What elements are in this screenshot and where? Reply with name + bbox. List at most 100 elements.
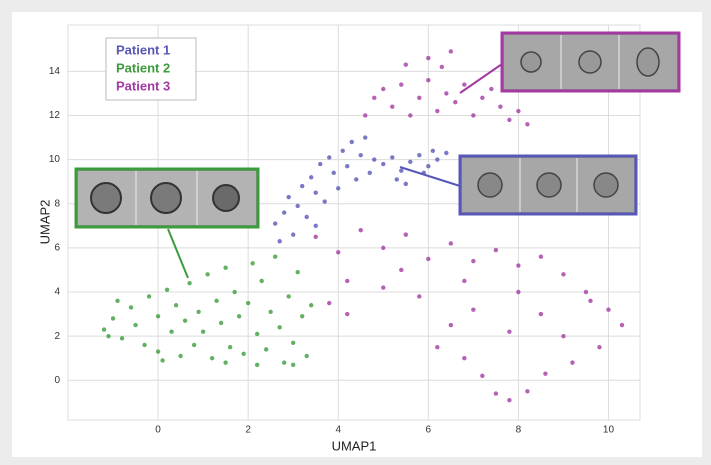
point: [332, 171, 336, 175]
cell: [579, 51, 601, 73]
point: [426, 257, 430, 261]
point: [453, 100, 457, 104]
point: [480, 374, 484, 378]
y-tick-label: 8: [54, 198, 60, 209]
point: [286, 294, 290, 298]
y-tick-label: 6: [54, 243, 60, 254]
point: [318, 162, 322, 166]
cell: [521, 52, 541, 72]
point: [435, 157, 439, 161]
point: [264, 347, 268, 351]
point: [426, 164, 430, 168]
point: [160, 358, 164, 362]
point: [327, 301, 331, 305]
point: [399, 168, 403, 172]
legend-entry: Patient 1: [116, 42, 170, 57]
point: [296, 270, 300, 274]
point: [390, 104, 394, 108]
point: [165, 288, 169, 292]
point: [345, 164, 349, 168]
x-tick-label: 8: [516, 425, 522, 436]
point: [133, 323, 137, 327]
point: [305, 215, 309, 219]
point: [219, 321, 223, 325]
legend: Patient 1 Patient 2 Patient 3: [106, 38, 196, 100]
point: [354, 177, 358, 181]
point: [228, 345, 232, 349]
point: [241, 352, 245, 356]
point: [507, 330, 511, 334]
point: [250, 261, 254, 265]
point: [341, 149, 345, 153]
point: [106, 334, 110, 338]
point: [381, 162, 385, 166]
point: [498, 104, 502, 108]
point: [237, 314, 241, 318]
point: [395, 177, 399, 181]
point: [507, 118, 511, 122]
point: [129, 305, 133, 309]
point: [381, 285, 385, 289]
point: [584, 290, 588, 294]
point: [539, 312, 543, 316]
point: [111, 316, 115, 320]
point: [435, 109, 439, 113]
x-tick-label: 6: [426, 425, 432, 436]
y-tick-label: 4: [54, 287, 60, 298]
point: [480, 96, 484, 100]
point: [471, 113, 475, 117]
point: [570, 360, 574, 364]
point: [516, 263, 520, 267]
point: [620, 323, 624, 327]
point: [368, 171, 372, 175]
cell: [537, 173, 561, 197]
point: [277, 239, 281, 243]
point: [192, 343, 196, 347]
point: [404, 232, 408, 236]
point: [494, 391, 498, 395]
point: [314, 235, 318, 239]
point: [309, 303, 313, 307]
point: [345, 312, 349, 316]
point: [606, 307, 610, 311]
cell: [594, 173, 618, 197]
point: [525, 122, 529, 126]
point: [205, 272, 209, 276]
point: [142, 343, 146, 347]
point: [471, 259, 475, 263]
point: [404, 63, 408, 67]
point: [390, 155, 394, 159]
point: [259, 279, 263, 283]
point: [431, 149, 435, 153]
point: [210, 356, 214, 360]
point: [494, 248, 498, 252]
point: [282, 210, 286, 214]
point: [350, 140, 354, 144]
point: [120, 336, 124, 340]
point: [462, 279, 466, 283]
point: [408, 113, 412, 117]
point: [462, 82, 466, 86]
point: [291, 363, 295, 367]
point: [561, 334, 565, 338]
point: [305, 354, 309, 358]
point: [300, 314, 304, 318]
point: [314, 191, 318, 195]
point: [561, 272, 565, 276]
point: [336, 186, 340, 190]
point: [444, 91, 448, 95]
point: [232, 290, 236, 294]
y-tick-label: 2: [54, 331, 60, 342]
point: [399, 268, 403, 272]
cell: [478, 173, 502, 197]
point: [323, 199, 327, 203]
point: [201, 330, 205, 334]
point: [196, 310, 200, 314]
legend-entry: Patient 2: [116, 60, 170, 75]
point: [399, 82, 403, 86]
point: [381, 87, 385, 91]
legend-entry: Patient 3: [116, 78, 170, 93]
point: [277, 325, 281, 329]
point: [174, 303, 178, 307]
cell: [637, 48, 659, 76]
